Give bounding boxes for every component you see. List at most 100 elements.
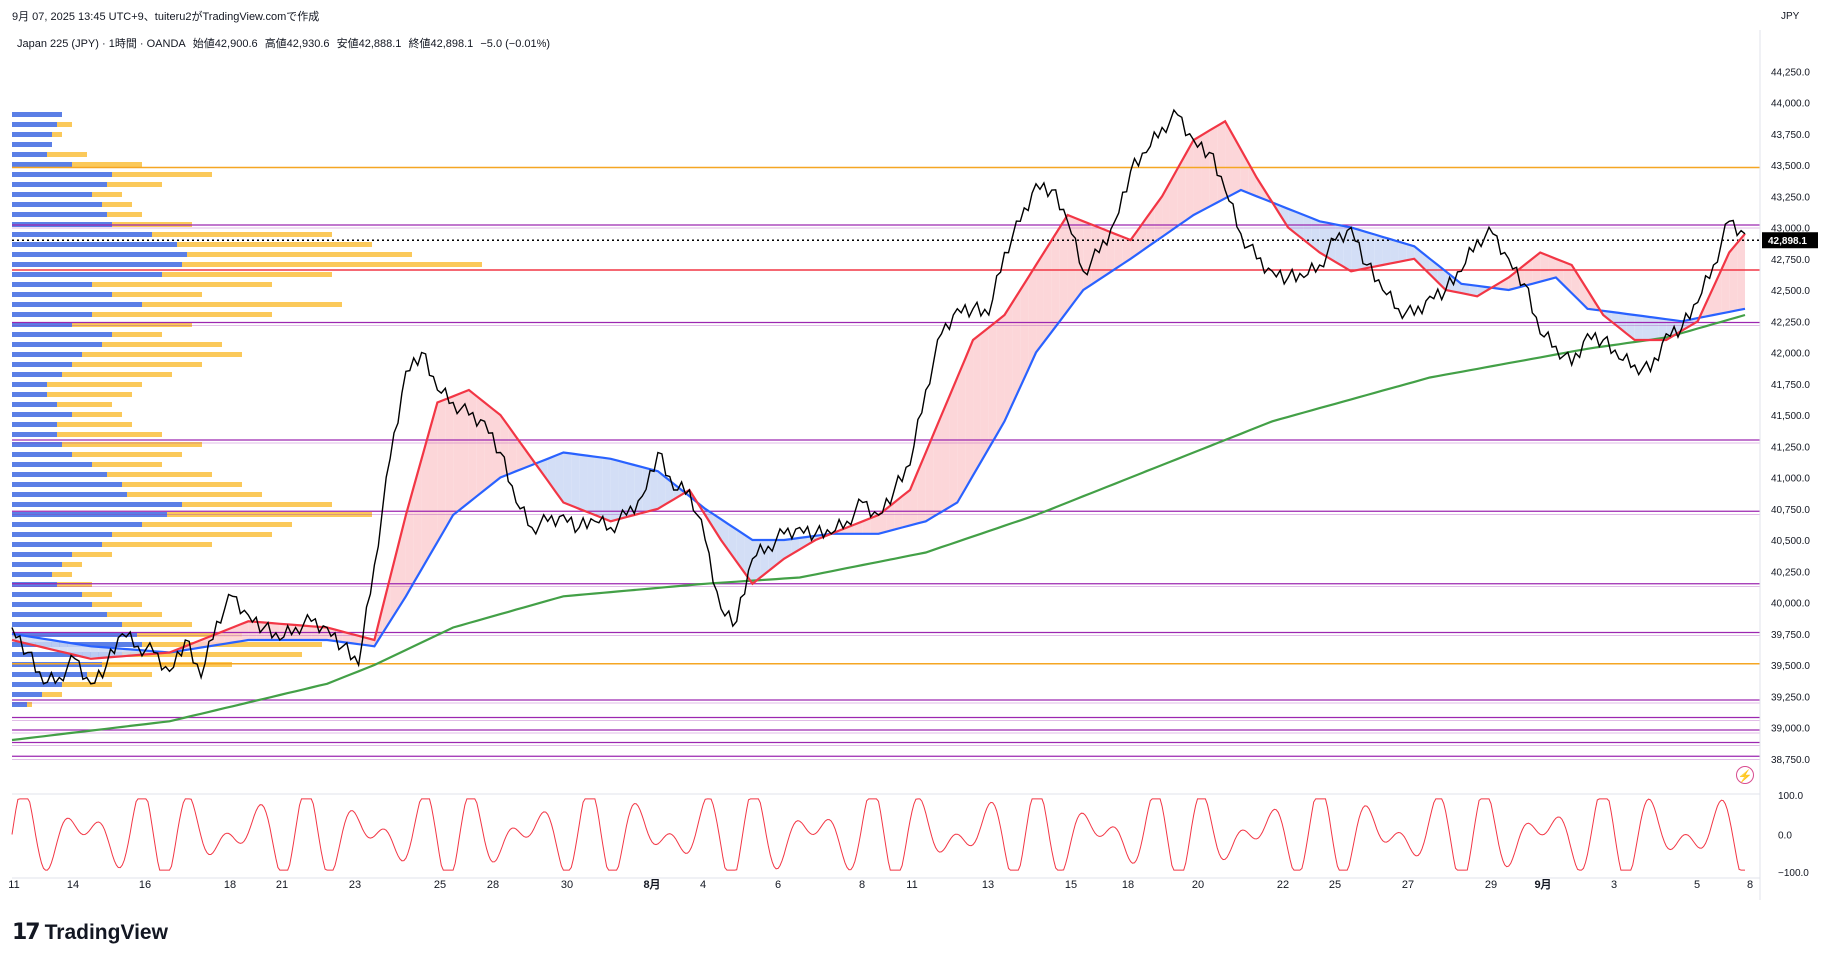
cloud-segment bbox=[1532, 252, 1541, 284]
time-axis: 11 14 16 18 21 23 25 28 30 8月 4 6 8 11 13 15 18 20 22 25 27 2… bbox=[8, 878, 1753, 891]
cloud-segment bbox=[114, 648, 123, 657]
vp-bar-yellow bbox=[12, 262, 482, 267]
vp-bar-blue bbox=[12, 172, 112, 177]
cloud-segment bbox=[1154, 196, 1163, 243]
vp-bar-blue bbox=[12, 612, 107, 617]
cloud-segment bbox=[1366, 232, 1375, 269]
ema-fast-line bbox=[11, 119, 1746, 660]
y-tick-label: 44,250.0 bbox=[1771, 67, 1810, 78]
x-tick-label: 5 bbox=[1694, 879, 1700, 891]
vp-bar-blue bbox=[12, 462, 92, 467]
vp-bar-yellow bbox=[12, 252, 412, 257]
horizontal-levels bbox=[12, 166, 1760, 760]
y-tick-label: 39,250.0 bbox=[1771, 692, 1810, 703]
currency-label: JPY bbox=[1781, 11, 1800, 22]
vp-bar-blue bbox=[12, 292, 112, 297]
y-tick-label: 40,750.0 bbox=[1771, 505, 1810, 516]
y-tick-label: 42,000.0 bbox=[1771, 349, 1810, 360]
vp-bar-yellow bbox=[12, 152, 87, 157]
y-tick-label: 40,000.0 bbox=[1771, 599, 1810, 610]
vp-bar-blue bbox=[12, 602, 92, 607]
y-tick-label: 40,250.0 bbox=[1771, 567, 1810, 578]
x-tick-label: 9月 bbox=[1534, 878, 1551, 891]
cloud-segment bbox=[508, 425, 517, 475]
lightning-icon[interactable]: ⚡ bbox=[1736, 766, 1754, 784]
vp-bar-yellow bbox=[12, 382, 142, 387]
cloud-segment bbox=[555, 452, 564, 503]
logo-text: TradingView bbox=[44, 920, 168, 944]
x-tick-label: 4 bbox=[700, 879, 706, 891]
cloud-segment bbox=[248, 621, 257, 640]
cloud-segment bbox=[1705, 286, 1714, 317]
cloud-segment bbox=[67, 642, 76, 655]
cloud-segment bbox=[988, 321, 997, 449]
cloud-segment bbox=[1548, 255, 1556, 280]
vp-bar-blue bbox=[12, 542, 102, 547]
vp-bar-blue bbox=[12, 412, 72, 417]
cloud-segment bbox=[720, 519, 729, 551]
cloud-segment bbox=[1335, 224, 1344, 267]
vp-bar-blue bbox=[12, 532, 112, 537]
x-tick-label: 22 bbox=[1277, 879, 1289, 891]
vp-bar-blue bbox=[12, 702, 27, 707]
y-tick-label: 39,000.0 bbox=[1771, 724, 1810, 735]
cloud-segment bbox=[453, 393, 462, 515]
vp-bar-blue bbox=[12, 282, 92, 287]
osc-tick-label: 100.0 bbox=[1778, 791, 1803, 802]
cloud-segment bbox=[539, 458, 548, 481]
cloud-segment bbox=[1500, 277, 1509, 290]
cloud-segment bbox=[1406, 243, 1415, 261]
cloud-segment bbox=[1453, 277, 1462, 294]
vp-bar-blue bbox=[12, 442, 62, 447]
vp-bar-blue bbox=[12, 332, 112, 337]
cloud-segment bbox=[43, 638, 52, 650]
cloud-segment bbox=[602, 457, 611, 522]
vp-bar-blue bbox=[12, 312, 92, 317]
cloud-segment bbox=[713, 513, 721, 540]
cloud-segment bbox=[587, 455, 595, 515]
cloud-segment bbox=[736, 529, 745, 573]
cloud-segment bbox=[1130, 229, 1139, 259]
vp-bar-yellow bbox=[12, 542, 212, 547]
vp-bar-blue bbox=[12, 622, 122, 627]
x-tick-label: 15 bbox=[1065, 879, 1077, 891]
ohlc-close: 終値42,898.1 bbox=[408, 38, 474, 50]
vp-bar-blue bbox=[12, 592, 82, 597]
cloud-segment bbox=[1012, 290, 1021, 405]
vp-bar-yellow bbox=[12, 272, 332, 277]
cloud-segment bbox=[1571, 265, 1580, 301]
vp-bar-blue bbox=[12, 672, 87, 677]
vp-bar-blue bbox=[12, 472, 107, 477]
cloud-segment bbox=[342, 631, 351, 644]
cloud-segment bbox=[1043, 240, 1052, 343]
vp-bar-blue bbox=[12, 122, 57, 127]
x-tick-label: 27 bbox=[1402, 879, 1414, 891]
cloud-segment bbox=[75, 643, 83, 657]
cloud-segment bbox=[232, 624, 241, 643]
cloud-segment bbox=[1067, 215, 1076, 311]
y-tick-label: 42,500.0 bbox=[1771, 286, 1810, 297]
vp-bar-blue bbox=[12, 632, 137, 637]
vp-bar-blue bbox=[12, 402, 57, 407]
cloud-segment bbox=[1162, 182, 1170, 237]
vp-bar-blue bbox=[12, 272, 162, 277]
cloud-segment bbox=[1122, 236, 1131, 264]
cloud-segment bbox=[122, 648, 131, 657]
cloud-segment bbox=[429, 402, 438, 556]
vp-bar-blue bbox=[12, 162, 72, 167]
vp-bar-blue bbox=[12, 182, 107, 187]
x-tick-label: 18 bbox=[1122, 879, 1134, 891]
vp-bar-yellow bbox=[12, 352, 242, 357]
cloud-segment bbox=[1020, 277, 1029, 387]
vp-bar-blue bbox=[12, 192, 92, 197]
cloud-segment bbox=[878, 508, 887, 534]
cloud-segment bbox=[1327, 222, 1336, 262]
cloud-segment bbox=[1319, 221, 1328, 258]
vp-bar-yellow bbox=[12, 482, 242, 487]
x-tick-label: 28 bbox=[487, 879, 499, 891]
cloud-segment bbox=[594, 456, 603, 519]
oscillator-pane: 100.0 0.0 −100.0 bbox=[11, 791, 1809, 879]
vp-bar-yellow bbox=[12, 402, 112, 407]
cloud-segment bbox=[1028, 265, 1037, 370]
